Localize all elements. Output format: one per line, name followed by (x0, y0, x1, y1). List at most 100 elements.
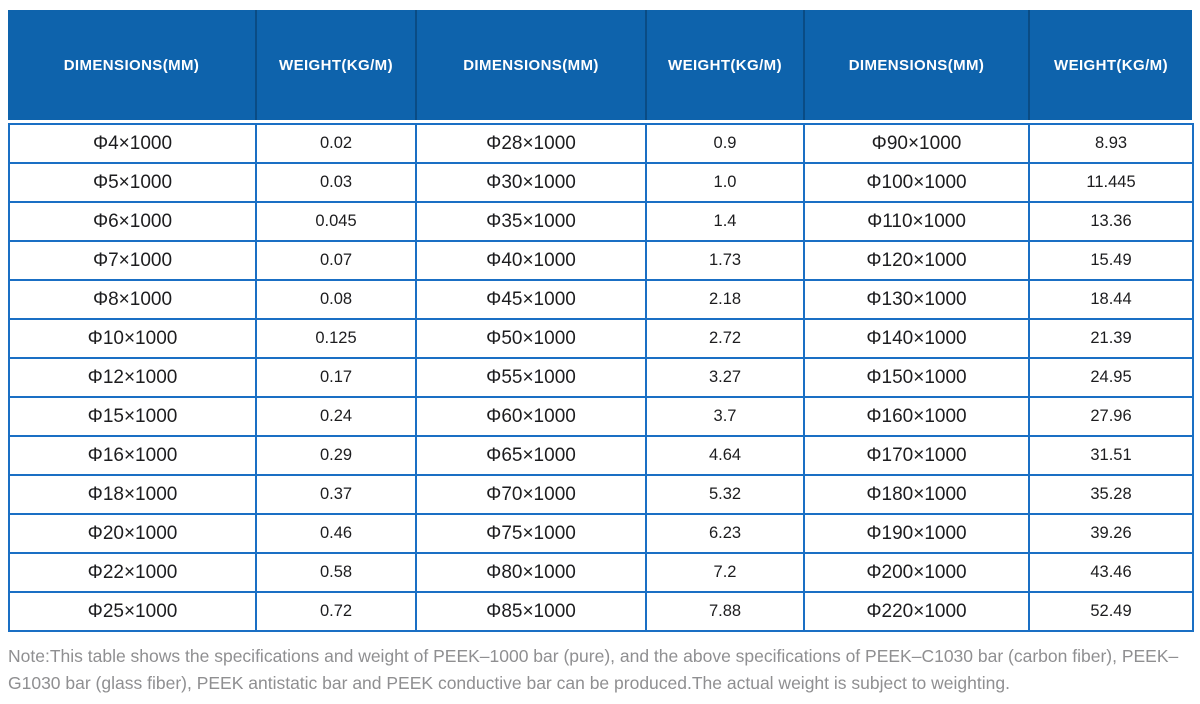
dimension-cell: Φ16×1000 (8, 435, 257, 476)
header-dimensions-col3: DIMENSIONS(MM) (803, 10, 1028, 120)
weight-cell: 2.18 (645, 279, 805, 320)
dimension-cell: Φ22×1000 (8, 552, 257, 593)
dimension-cell: Φ5×1000 (8, 162, 257, 203)
spec-table: Φ4×1000 0.02 Φ28×1000 0.9 Φ90×1000 8.93 Φ5×100… (8, 123, 1194, 632)
dimension-cell: Φ130×1000 (803, 279, 1030, 320)
dimension-cell: Φ220×1000 (803, 591, 1030, 632)
dimension-cell: Φ30×1000 (415, 162, 647, 203)
weight-cell: 0.72 (255, 591, 417, 632)
weight-cell: 7.88 (645, 591, 805, 632)
weight-cell: 0.045 (255, 201, 417, 242)
dimension-cell: Φ10×1000 (8, 318, 257, 359)
spec-table-container: DIMENSIONS(MM) WEIGHT(KG/M) DIMENSIONS(M… (8, 10, 1194, 697)
weight-cell: 31.51 (1028, 435, 1194, 476)
header-weight-col3: WEIGHT(KG/M) (1028, 10, 1192, 120)
dimension-cell: Φ85×1000 (415, 591, 647, 632)
table-row: Φ16×1000 0.29 Φ65×1000 4.64 Φ170×1000 31.51 (8, 435, 1194, 476)
table-row: Φ12×1000 0.17 Φ55×1000 3.27 Φ150×1000 24.95 (8, 357, 1194, 398)
weight-cell: 15.49 (1028, 240, 1194, 281)
weight-cell: 0.46 (255, 513, 417, 554)
dimension-cell: Φ75×1000 (415, 513, 647, 554)
weight-cell: 6.23 (645, 513, 805, 554)
weight-cell: 0.17 (255, 357, 417, 398)
table-row: Φ5×1000 0.03 Φ30×1000 1.0 Φ100×1000 11.445 (8, 162, 1194, 203)
table-row: Φ20×1000 0.46 Φ75×1000 6.23 Φ190×1000 39.26 (8, 513, 1194, 554)
spec-table-body: Φ4×1000 0.02 Φ28×1000 0.9 Φ90×1000 8.93 Φ5×100… (8, 123, 1194, 632)
weight-cell: 3.7 (645, 396, 805, 437)
weight-cell: 8.93 (1028, 123, 1194, 164)
dimension-cell: Φ40×1000 (415, 240, 647, 281)
header-dimensions-col2: DIMENSIONS(MM) (415, 10, 645, 120)
table-row: Φ7×1000 0.07 Φ40×1000 1.73 Φ120×1000 15.49 (8, 240, 1194, 281)
dimension-cell: Φ20×1000 (8, 513, 257, 554)
dimension-cell: Φ60×1000 (415, 396, 647, 437)
header-dimensions-col1: DIMENSIONS(MM) (63, 56, 200, 74)
table-row: Φ22×1000 0.58 Φ80×1000 7.2 Φ200×1000 43.46 (8, 552, 1194, 593)
weight-cell: 1.0 (645, 162, 805, 203)
weight-cell: 0.125 (255, 318, 417, 359)
weight-cell: 3.27 (645, 357, 805, 398)
weight-cell: 0.29 (255, 435, 417, 476)
weight-cell: 21.39 (1028, 318, 1194, 359)
dimension-cell: Φ28×1000 (415, 123, 647, 164)
table-header-row: DIMENSIONS(MM) WEIGHT(KG/M) DIMENSIONS(M… (8, 10, 1192, 120)
footnote: Note:This table shows the specifications… (8, 646, 1179, 693)
dimension-cell: Φ12×1000 (8, 357, 257, 398)
weight-cell: 13.36 (1028, 201, 1194, 242)
weight-cell: 43.46 (1028, 552, 1194, 593)
table-row: Φ6×1000 0.045 Φ35×1000 1.4 Φ110×1000 13.36 (8, 201, 1194, 242)
dimension-cell: Φ170×1000 (803, 435, 1030, 476)
weight-cell: 27.96 (1028, 396, 1194, 437)
dimension-cell: Φ190×1000 (803, 513, 1030, 554)
weight-cell: 7.2 (645, 552, 805, 593)
dimension-cell: Φ55×1000 (415, 357, 647, 398)
weight-cell: 18.44 (1028, 279, 1194, 320)
dimension-cell: Φ90×1000 (803, 123, 1030, 164)
dimension-cell: Φ120×1000 (803, 240, 1030, 281)
weight-cell: 1.73 (645, 240, 805, 281)
table-row: Φ8×1000 0.08 Φ45×1000 2.18 Φ130×1000 18.44 (8, 279, 1194, 320)
weight-cell: 2.72 (645, 318, 805, 359)
weight-cell: 52.49 (1028, 591, 1194, 632)
dimension-cell: Φ65×1000 (415, 435, 647, 476)
weight-cell: 0.03 (255, 162, 417, 203)
dimension-cell: Φ180×1000 (803, 474, 1030, 515)
dimension-cell: Φ70×1000 (415, 474, 647, 515)
weight-cell: 4.64 (645, 435, 805, 476)
dimension-cell: Φ15×1000 (8, 396, 257, 437)
dimension-cell: Φ80×1000 (415, 552, 647, 593)
dimension-cell: Φ35×1000 (415, 201, 647, 242)
weight-cell: 0.07 (255, 240, 417, 281)
weight-cell: 24.95 (1028, 357, 1194, 398)
weight-cell: 0.24 (255, 396, 417, 437)
weight-cell: 0.02 (255, 123, 417, 164)
weight-cell: 39.26 (1028, 513, 1194, 554)
header-weight-col2: WEIGHT(KG/M) (645, 10, 803, 120)
dimension-cell: Φ110×1000 (803, 201, 1030, 242)
dimension-cell: Φ25×1000 (8, 591, 257, 632)
dimension-cell: Φ7×1000 (8, 240, 257, 281)
weight-cell: 35.28 (1028, 474, 1194, 515)
weight-cell: 0.9 (645, 123, 805, 164)
weight-cell: 0.37 (255, 474, 417, 515)
table-row: Φ25×1000 0.72 Φ85×1000 7.88 Φ220×1000 52.49 (8, 591, 1194, 632)
table-row: Φ4×1000 0.02 Φ28×1000 0.9 Φ90×1000 8.93 (8, 123, 1194, 164)
dimension-cell: Φ50×1000 (415, 318, 647, 359)
dimension-cell: Φ150×1000 (803, 357, 1030, 398)
table-row: Φ15×1000 0.24 Φ60×1000 3.7 Φ160×1000 27.96 (8, 396, 1194, 437)
weight-cell: 11.445 (1028, 162, 1194, 203)
dimension-cell: Φ6×1000 (8, 201, 257, 242)
dimension-cell: Φ100×1000 (803, 162, 1030, 203)
weight-cell: 0.08 (255, 279, 417, 320)
dimension-cell: Φ45×1000 (415, 279, 647, 320)
header-weight-col1: WEIGHT(KG/M) (255, 10, 415, 120)
dimension-cell: Φ140×1000 (803, 318, 1030, 359)
weight-cell: 1.4 (645, 201, 805, 242)
dimension-cell: Φ8×1000 (8, 279, 257, 320)
weight-cell: 0.58 (255, 552, 417, 593)
table-row: Φ18×1000 0.37 Φ70×1000 5.32 Φ180×1000 35.28 (8, 474, 1194, 515)
weight-cell: 5.32 (645, 474, 805, 515)
dimension-cell: Φ200×1000 (803, 552, 1030, 593)
dimension-cell: Φ18×1000 (8, 474, 257, 515)
